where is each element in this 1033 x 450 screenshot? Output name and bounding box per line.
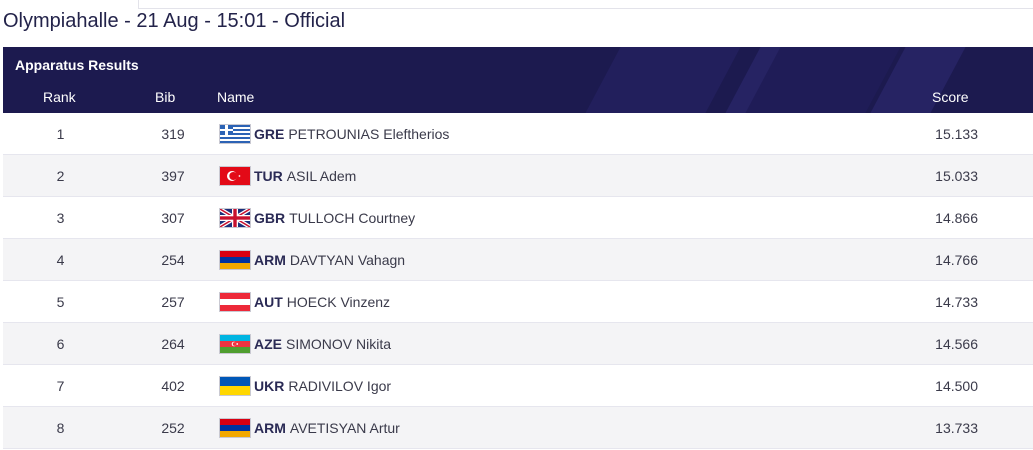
score-cell: 13.733 xyxy=(935,420,978,436)
athlete-cell[interactable]: AUT HOECK Vinzenz xyxy=(219,292,390,312)
athlete-cell[interactable]: ARM AVETISYAN Artur xyxy=(219,418,400,438)
athlete-cell[interactable]: UKR RADIVILOV Igor xyxy=(219,376,391,396)
turkey-flag-icon xyxy=(219,166,251,186)
results-table-header: Apparatus Results Rank Bib Name Score xyxy=(3,47,1033,113)
greece-flag-icon xyxy=(219,124,251,144)
rank-cell: 2 xyxy=(56,168,65,184)
armenia-flag-icon xyxy=(219,418,251,438)
rank-cell: 4 xyxy=(56,252,65,268)
column-header-bib[interactable]: Bib xyxy=(155,89,176,105)
athlete-name[interactable]: TULLOCH Courtney xyxy=(289,210,416,226)
rank-cell: 3 xyxy=(56,210,65,226)
athlete-cell[interactable]: GBR TULLOCH Courtney xyxy=(219,208,415,228)
score-cell: 15.133 xyxy=(935,126,978,142)
athlete-name[interactable]: SIMONOV Nikita xyxy=(286,336,392,352)
bib-cell: 397 xyxy=(161,168,185,184)
athlete-name[interactable]: AVETISYAN Artur xyxy=(289,420,400,436)
tab-edge xyxy=(0,0,139,9)
athlete-name[interactable]: DAVTYAN Vahagn xyxy=(289,252,406,268)
table-row[interactable]: 8 252 ARM AVETISYAN Artur 13.733 xyxy=(3,407,1033,449)
table-row[interactable]: 7 402 UKR RADIVILOV Igor 14.500 xyxy=(3,365,1033,407)
results-table-body: 1 319 GRE PETROUNIAS Eleftherios 15.133 … xyxy=(3,113,1033,449)
table-row[interactable]: 2 397 TUR ASIL Adem 15.033 xyxy=(3,155,1033,197)
bib-cell: 252 xyxy=(161,420,185,436)
apparatus-results-panel: Apparatus Results Rank Bib Name Score 1 … xyxy=(3,47,1033,449)
athlete-cell[interactable]: GRE PETROUNIAS Eleftherios xyxy=(219,124,449,144)
athlete-cell[interactable]: ARM DAVTYAN Vahagn xyxy=(219,250,405,270)
top-divider xyxy=(0,8,1033,9)
bib-cell: 264 xyxy=(161,336,185,352)
score-cell: 14.500 xyxy=(935,378,978,394)
noc-code: UKR xyxy=(254,378,285,394)
noc-code: AZE xyxy=(254,336,282,352)
athlete-name[interactable]: RADIVILOV Igor xyxy=(288,378,392,394)
noc-code: ARM xyxy=(254,420,286,436)
table-row[interactable]: 5 257 AUT HOECK Vinzenz 14.733 xyxy=(3,281,1033,323)
rank-cell: 1 xyxy=(56,126,65,142)
score-cell: 14.866 xyxy=(935,210,978,226)
bib-cell: 257 xyxy=(161,294,185,310)
rank-cell: 8 xyxy=(56,420,65,436)
score-cell: 14.766 xyxy=(935,252,978,268)
rank-cell: 5 xyxy=(56,294,65,310)
athlete-cell[interactable]: TUR ASIL Adem xyxy=(219,166,356,186)
athlete-name[interactable]: ASIL Adem xyxy=(286,168,357,184)
column-header-score[interactable]: Score xyxy=(932,89,969,105)
column-header-name[interactable]: Name xyxy=(217,89,255,105)
panel-title: Apparatus Results xyxy=(15,57,139,73)
bib-cell: 307 xyxy=(161,210,185,226)
table-row[interactable]: 6 264 AZE SIMONOV Nikita 14.566 xyxy=(3,323,1033,365)
table-row[interactable]: 4 254 ARM DAVTYAN Vahagn 14.766 xyxy=(3,239,1033,281)
header-decoration xyxy=(585,47,741,113)
armenia-flag-icon xyxy=(219,250,251,270)
rank-cell: 7 xyxy=(56,378,65,394)
score-cell: 15.033 xyxy=(935,168,978,184)
table-row[interactable]: 1 319 GRE PETROUNIAS Eleftherios 15.133 xyxy=(3,113,1033,155)
athlete-name[interactable]: HOECK Vinzenz xyxy=(286,294,391,310)
uk-flag-icon xyxy=(219,208,251,228)
bib-cell: 319 xyxy=(161,126,185,142)
noc-code: TUR xyxy=(254,168,283,184)
event-title: Olympiahalle - 21 Aug - 15:01 - Official xyxy=(3,10,346,32)
azerbaijan-flag-icon xyxy=(219,334,251,354)
column-header-rank[interactable]: Rank xyxy=(43,89,76,105)
austria-flag-icon xyxy=(219,292,251,312)
table-row[interactable]: 3 307 GBR TULLOCH Courtney 14.866 xyxy=(3,197,1033,239)
athlete-cell[interactable]: AZE SIMONOV Nikita xyxy=(219,334,391,354)
score-cell: 14.566 xyxy=(935,336,978,352)
score-cell: 14.733 xyxy=(935,294,978,310)
noc-code: GBR xyxy=(254,210,286,226)
rank-cell: 6 xyxy=(56,336,65,352)
ukraine-flag-icon xyxy=(219,376,251,396)
noc-code: AUT xyxy=(254,294,283,310)
bib-cell: 254 xyxy=(161,252,185,268)
noc-code: GRE xyxy=(254,126,285,142)
noc-code: ARM xyxy=(254,252,286,268)
athlete-name[interactable]: PETROUNIAS Eleftherios xyxy=(288,126,450,142)
bib-cell: 402 xyxy=(161,378,185,394)
